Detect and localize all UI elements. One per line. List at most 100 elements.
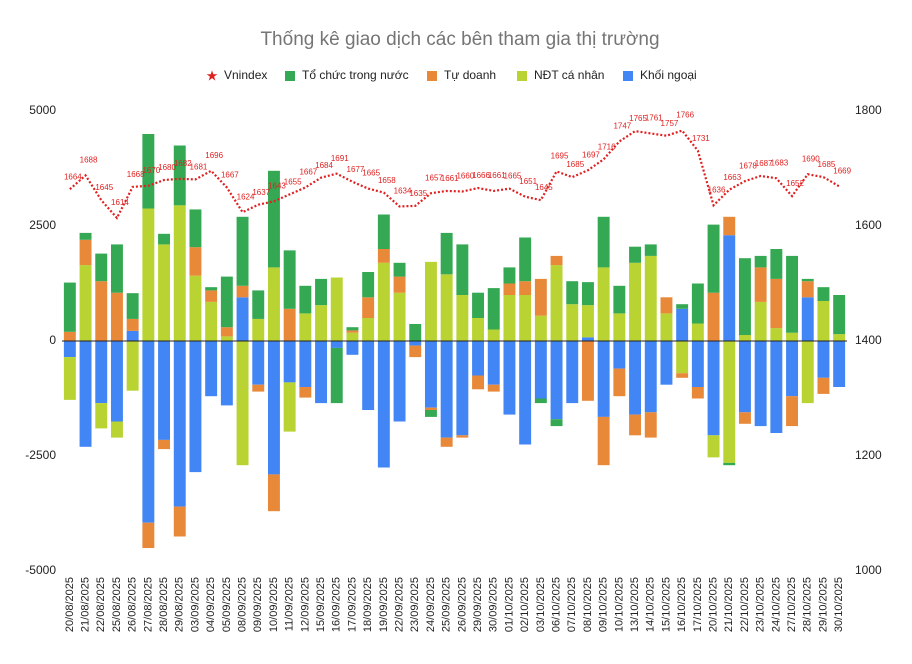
bar-segment: [205, 290, 218, 302]
bar-segment: [346, 332, 359, 341]
x-tick-label: 16/10/2025: [676, 577, 688, 632]
bar-segment: [519, 341, 532, 445]
bar-segment: [754, 341, 767, 427]
y2-tick-label: 1800: [855, 103, 882, 117]
bar-segment: [409, 341, 422, 346]
bar-segment: [362, 341, 375, 410]
bar-segment: [629, 246, 642, 263]
x-tick-label: 28/10/2025: [802, 577, 814, 632]
data-label: 1661: [488, 171, 506, 180]
data-label: 1761: [645, 114, 663, 123]
data-label: 1651: [519, 177, 537, 186]
y-tick-label: -5000: [25, 563, 56, 577]
bar-segment: [236, 341, 249, 466]
bar-segment: [63, 331, 76, 341]
y-tick-label: 5000: [29, 103, 56, 117]
x-tick-label: 10/10/2025: [613, 577, 625, 632]
bar-segment: [613, 341, 626, 369]
bar-segment: [629, 262, 642, 341]
bar-segment: [817, 341, 830, 378]
data-label: 1663: [723, 173, 741, 182]
bar-segment: [252, 341, 265, 385]
x-tick-label: 23/09/2025: [409, 577, 421, 632]
y2-tick-label: 1600: [855, 218, 882, 232]
bar-segment: [801, 281, 814, 298]
bar-segment: [283, 382, 296, 432]
x-tick-label: 10/09/2025: [268, 577, 280, 632]
bar-segment: [252, 290, 265, 319]
bar-segment: [660, 297, 673, 314]
bar-segment: [566, 281, 579, 305]
bar-segment: [786, 332, 799, 341]
x-tick-label: 28/08/2025: [158, 577, 170, 632]
data-label: 1766: [676, 111, 694, 120]
bar-segment: [63, 282, 76, 332]
bar-segment: [786, 396, 799, 427]
bar-segment: [440, 341, 453, 438]
bar-segment: [236, 297, 249, 341]
bar-segment: [487, 329, 500, 341]
bar-segment: [142, 341, 155, 523]
x-tick-label: 30/10/2025: [833, 577, 845, 632]
bar-segment: [472, 375, 485, 390]
bar-segment: [173, 145, 186, 206]
bar-segment: [299, 285, 312, 314]
legend-label: Vnindex: [224, 68, 267, 82]
bar-segment: [377, 249, 390, 263]
bar-segment: [283, 341, 296, 383]
x-tick-label: 21/08/2025: [79, 577, 91, 632]
bar-segment: [440, 232, 453, 275]
bar-segment: [220, 327, 233, 337]
bar-segment: [79, 265, 92, 341]
bar-segment: [676, 373, 689, 378]
bar-segment: [299, 313, 312, 341]
data-label: 1685: [818, 160, 836, 169]
bar-segment: [126, 330, 139, 341]
bar-segment: [362, 297, 375, 318]
data-label: 1690: [802, 154, 820, 163]
bar-segment: [440, 274, 453, 341]
bar-segment: [456, 435, 469, 438]
bar-segment: [519, 237, 532, 282]
bar-segment: [126, 318, 139, 331]
bar-segment: [597, 416, 610, 466]
data-label: 1652: [786, 179, 804, 188]
bar-segment: [424, 261, 437, 341]
bar-segment: [158, 341, 171, 440]
bar-segment: [377, 214, 390, 249]
bar-segment: [126, 293, 139, 319]
x-tick-label: 15/09/2025: [315, 577, 327, 632]
bar-segment: [738, 258, 751, 336]
bar-segment: [267, 341, 280, 475]
bar-segment: [487, 288, 500, 330]
bar-segment: [205, 301, 218, 341]
data-label: 1658: [378, 176, 396, 185]
bar-segment: [801, 278, 814, 282]
bar-segment: [691, 283, 704, 324]
bar-segment: [189, 209, 202, 248]
bar-segment: [770, 328, 783, 341]
x-tick-label: 09/10/2025: [598, 577, 610, 632]
bar-segment: [110, 421, 123, 438]
data-label: 1688: [80, 156, 98, 165]
bar-segment: [503, 295, 516, 341]
bar-segment: [110, 292, 123, 341]
bar-segment: [95, 403, 108, 429]
bar-segment: [738, 335, 751, 341]
data-label: 1665: [362, 169, 380, 178]
x-tick-label: 29/08/2025: [174, 577, 186, 632]
legend-label: Khối ngoại: [640, 68, 697, 82]
bar-segment: [723, 216, 736, 236]
x-tick-label: 21/10/2025: [723, 577, 735, 632]
bar-segment: [503, 283, 516, 295]
chart-title: Thống kê giao dịch các bên tham gia thị …: [260, 29, 659, 50]
bar-segment: [267, 267, 280, 341]
x-tick-label: 04/09/2025: [205, 577, 217, 632]
data-label: 1731: [692, 134, 710, 143]
y2-tick-label: 1000: [855, 563, 882, 577]
bar-segment: [472, 292, 485, 318]
legend-marker: [623, 71, 633, 81]
data-label: 1668: [127, 170, 145, 179]
y-tick-label: 2500: [29, 218, 56, 232]
bar-segment: [173, 205, 186, 341]
